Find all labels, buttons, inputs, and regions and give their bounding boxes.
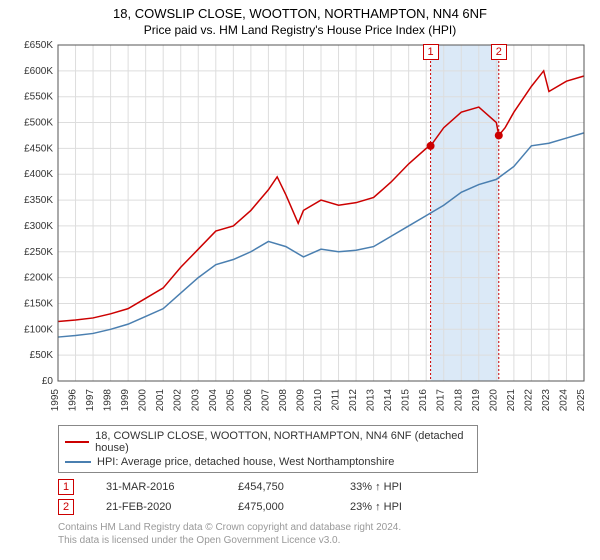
svg-text:2009: 2009 [295,389,306,412]
legend: 18, COWSLIP CLOSE, WOOTTON, NORTHAMPTON,… [58,425,478,473]
svg-text:2013: 2013 [366,389,377,412]
svg-text:2025: 2025 [576,389,587,412]
legend-label: HPI: Average price, detached house, West… [97,456,394,468]
legend-row: HPI: Average price, detached house, West… [65,455,471,469]
svg-text:1999: 1999 [120,389,131,412]
svg-text:2002: 2002 [173,389,184,412]
chart-area: £0 £50K £100K £150K £200K £250K £300K £350K £400… [10,41,590,421]
line-chart: £0 £50K £100K £150K £200K £250K £300K £350K £400… [10,41,590,421]
svg-text:2011: 2011 [331,389,342,411]
svg-text:£0: £0 [42,376,54,387]
svg-text:£300K: £300K [24,221,53,232]
svg-text:2012: 2012 [348,389,359,412]
svg-text:£100K: £100K [24,324,53,335]
svg-text:2018: 2018 [453,389,464,412]
sale-date: 21-FEB-2020 [106,501,206,513]
svg-text:1996: 1996 [68,389,79,412]
svg-text:2014: 2014 [383,389,394,412]
svg-text:£550K: £550K [24,92,53,103]
svg-text:2006: 2006 [243,389,254,412]
svg-text:£450K: £450K [24,143,53,154]
sale-marker-2: 2 [491,44,507,60]
svg-text:2001: 2001 [155,389,166,412]
svg-text:2019: 2019 [471,389,482,412]
footer-line-1: Contains HM Land Registry data © Crown c… [58,521,584,534]
attribution-footer: Contains HM Land Registry data © Crown c… [58,521,584,547]
sale-pct-vs-hpi: 23% ↑ HPI [350,501,440,513]
sale-row: 2 21-FEB-2020 £475,000 23% ↑ HPI [58,497,584,517]
svg-text:2024: 2024 [558,389,569,412]
svg-text:2005: 2005 [225,389,236,412]
sale-date: 31-MAR-2016 [106,481,206,493]
sale-price: £454,750 [238,481,318,493]
legend-row: 18, COWSLIP CLOSE, WOOTTON, NORTHAMPTON,… [65,429,471,455]
svg-text:£500K: £500K [24,118,53,129]
svg-text:2007: 2007 [260,389,271,412]
svg-text:2021: 2021 [506,389,517,412]
svg-text:2017: 2017 [436,389,447,412]
svg-text:2008: 2008 [278,389,289,412]
svg-text:£250K: £250K [24,247,53,258]
svg-text:2010: 2010 [313,389,324,412]
sale-row: 1 31-MAR-2016 £454,750 33% ↑ HPI [58,477,584,497]
sale-index-box: 2 [58,499,74,515]
svg-text:2020: 2020 [488,389,499,412]
svg-text:£650K: £650K [24,41,53,51]
footer-line-2: This data is licensed under the Open Gov… [58,534,584,547]
svg-text:£150K: £150K [24,298,53,309]
legend-swatch [65,441,89,443]
svg-text:£600K: £600K [24,66,53,77]
sales-table: 1 31-MAR-2016 £454,750 33% ↑ HPI 2 21-FEB-202… [58,477,584,517]
sale-pct-vs-hpi: 33% ↑ HPI [350,481,440,493]
svg-text:2000: 2000 [138,389,149,412]
svg-text:2022: 2022 [523,389,534,412]
svg-text:1998: 1998 [103,389,114,412]
svg-text:2015: 2015 [401,389,412,412]
svg-text:£400K: £400K [24,169,53,180]
svg-text:£200K: £200K [24,273,53,284]
chart-subtitle: Price paid vs. HM Land Registry's House … [10,23,590,37]
legend-swatch [65,461,91,463]
svg-text:£350K: £350K [24,195,53,206]
svg-text:2016: 2016 [418,389,429,412]
svg-text:1995: 1995 [50,389,61,412]
sale-index-box: 1 [58,479,74,495]
sale-price: £475,000 [238,501,318,513]
svg-text:2023: 2023 [541,389,552,412]
sale-marker-1: 1 [423,44,439,60]
chart-title: 18, COWSLIP CLOSE, WOOTTON, NORTHAMPTON,… [10,6,590,21]
svg-text:1997: 1997 [85,389,96,412]
svg-text:2004: 2004 [208,389,219,412]
legend-label: 18, COWSLIP CLOSE, WOOTTON, NORTHAMPTON,… [95,430,471,454]
svg-text:2003: 2003 [190,389,201,412]
svg-text:£50K: £50K [30,350,54,361]
